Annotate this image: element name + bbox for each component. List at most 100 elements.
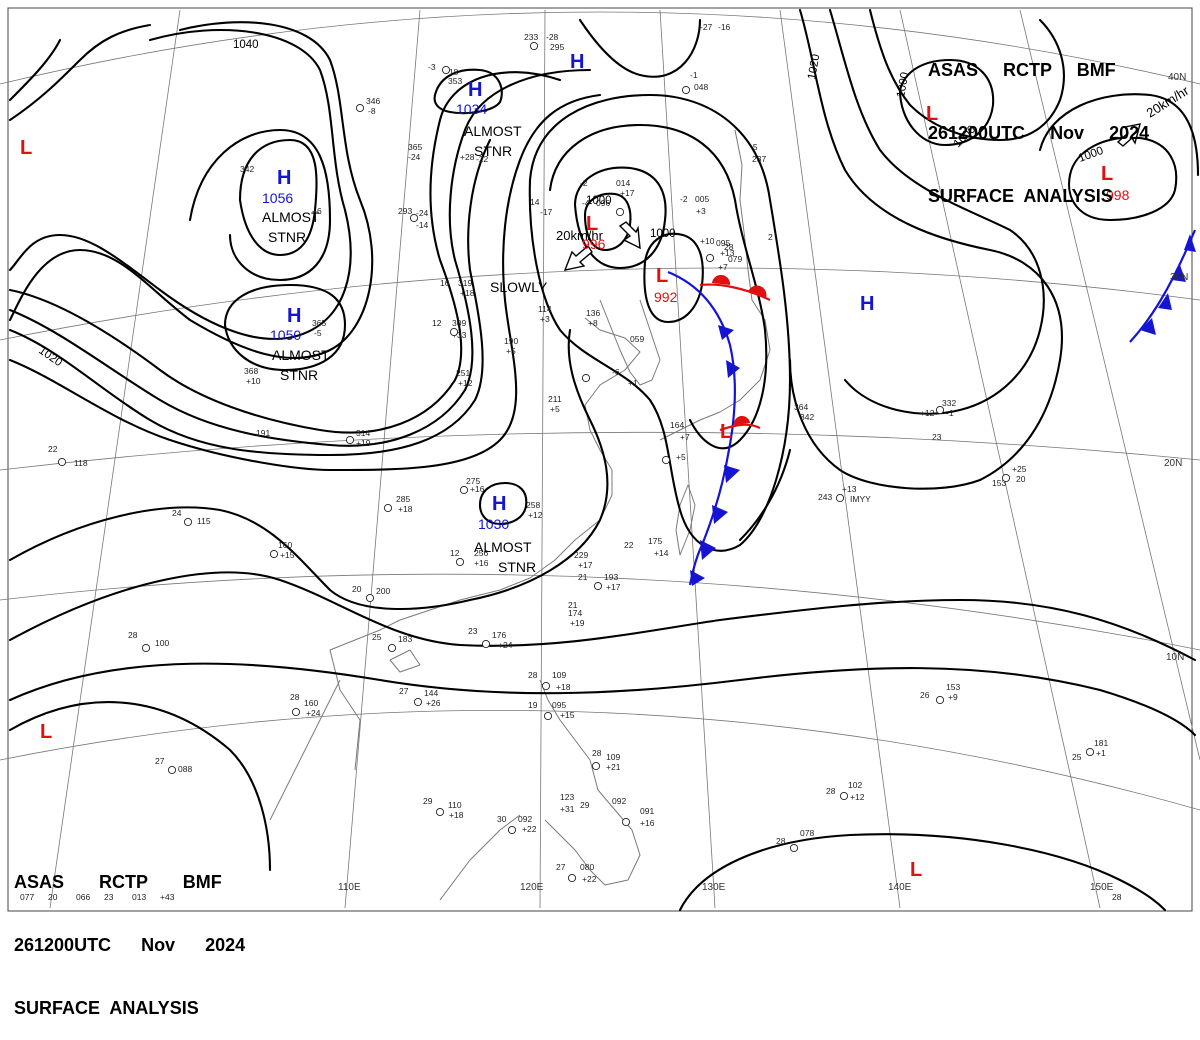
station-circle-icon (615, 207, 625, 217)
station-plot-value: +7 (680, 432, 690, 442)
isobar (828, 8, 1045, 415)
station-plot-value: 22 (48, 444, 58, 454)
longitude-line-160e (1019, 9, 1200, 761)
speed-label: 20km/hr (556, 228, 604, 243)
isobar (548, 123, 768, 450)
station-plot-value: 14 (530, 197, 540, 207)
station-plot-value: 28 (1112, 892, 1122, 902)
motion-arrow-icon (1116, 123, 1141, 147)
station-plot-value: -2 (580, 178, 588, 188)
warm-front-line (719, 423, 761, 432)
isobar (8, 28, 352, 340)
motion-label: ALMOST (272, 347, 330, 363)
warm-front-bump (748, 285, 767, 298)
station-circle-icon (387, 643, 397, 653)
low-center-value: 996 (582, 236, 606, 252)
longitude-line-140e (779, 9, 901, 909)
station-plot-value: -17 (540, 207, 553, 217)
station-plot-value: 27 (399, 686, 409, 696)
cold-front-barbs (1140, 234, 1196, 335)
motion-arrows (563, 123, 1141, 271)
station-plot-value: -22 (476, 154, 489, 164)
longitude-label: 120E (520, 882, 544, 893)
station-plot-value: +22 (582, 874, 597, 884)
high-center-letter: H (860, 293, 874, 315)
station-plot-value: 237 (752, 154, 766, 164)
header-line-1: ASAS RCTP BMF (14, 872, 222, 892)
station-plot-value: 28 (128, 630, 138, 640)
station-plot-value: 319 (458, 278, 472, 288)
station-plot-value: +12 (920, 408, 935, 418)
longitude-label: 110E (338, 882, 361, 893)
station-plot-value: 342 (800, 412, 814, 422)
isobar (8, 38, 62, 102)
high-center-value: 1034 (456, 101, 487, 117)
coast-japan (659, 129, 771, 441)
isobar (188, 128, 332, 282)
station-plot-value: +26 (426, 698, 441, 708)
station-plot-value: 100 (155, 638, 169, 648)
station-plot-value: 332 (942, 398, 956, 408)
cold-front-barb (724, 465, 740, 483)
chart-header-top-right: ASAS RCTP BMF 261200UTC Nov 2024 SURFACE… (928, 18, 1149, 228)
station-circle-icon (141, 643, 151, 653)
high-center-letter: H (468, 79, 482, 101)
cold-front-barbs (690, 325, 740, 586)
station-plot-value: +3 (696, 206, 706, 216)
station-circle-icon (529, 41, 539, 51)
station-plot-value: +18 (449, 810, 464, 820)
station-plot-value: -28 (546, 32, 559, 42)
station-plot-value: 12 (432, 318, 442, 328)
isobar (583, 192, 632, 252)
longitude-line-150e (899, 9, 1101, 909)
isobar-label: 1000 (586, 195, 612, 207)
station-plot-value: 211 (548, 394, 562, 404)
station-plot-value: 109 (606, 752, 620, 762)
station-plot-value: 251 (456, 368, 470, 378)
high-center-letter: H (287, 305, 301, 327)
isobar-labels: 1040 1020 1020 1000 1000 1000 1000 1000 (36, 39, 1105, 369)
station-plot-value: 12 (450, 548, 460, 558)
station-plot-value: 23 (104, 892, 114, 902)
station-plot-value: 314 (356, 428, 370, 438)
station-plot-value: +3 (540, 314, 550, 324)
station-plot-value: +10 (700, 236, 715, 246)
station-plot-value: +5 (506, 346, 516, 356)
station-plot-value: 229 (574, 550, 588, 560)
isobar (8, 662, 1197, 737)
station-circle-icon (167, 765, 177, 775)
station-circle-icon (1001, 473, 1011, 483)
motion-arrow-icon (563, 244, 593, 271)
station-plot-value: -24 (408, 152, 421, 162)
station-plot-value: +12 (850, 792, 865, 802)
coast-philippines (539, 679, 641, 886)
station-plot-value: 2 (768, 232, 773, 242)
station-plot-value: 102 (848, 780, 862, 790)
isobar (868, 8, 1065, 142)
longitude-line-120e (539, 9, 546, 909)
fronts (667, 229, 1197, 586)
station-circle-icon (935, 405, 945, 415)
station-plot-value: 190 (504, 336, 518, 346)
longitude-line-130e (659, 9, 716, 909)
station-circle-icon (455, 557, 465, 567)
station-plot-value: -18 (446, 67, 459, 77)
isobar (8, 68, 592, 447)
isobar (8, 328, 609, 611)
station-plot-value: +7 (718, 262, 728, 272)
station-plot-value: 24 (172, 508, 182, 518)
station-plot-value: 22 (624, 540, 634, 550)
coast-hainan (389, 649, 421, 673)
motion-label: STNR (280, 367, 318, 383)
station-plot-value: 013 (132, 892, 146, 902)
station-plot-value: 160 (304, 698, 318, 708)
cold-front-barb (718, 325, 734, 340)
latitude-label: 10N (1166, 652, 1184, 663)
coast-borneo (439, 814, 521, 901)
motion-label: ALMOST (464, 123, 522, 139)
station-plot-value: +17 (578, 560, 593, 570)
station-circle-icon (835, 493, 845, 503)
station-plot-value: 005 (695, 194, 709, 204)
isobar-label: 1000 (895, 71, 911, 98)
isobar (238, 138, 318, 257)
